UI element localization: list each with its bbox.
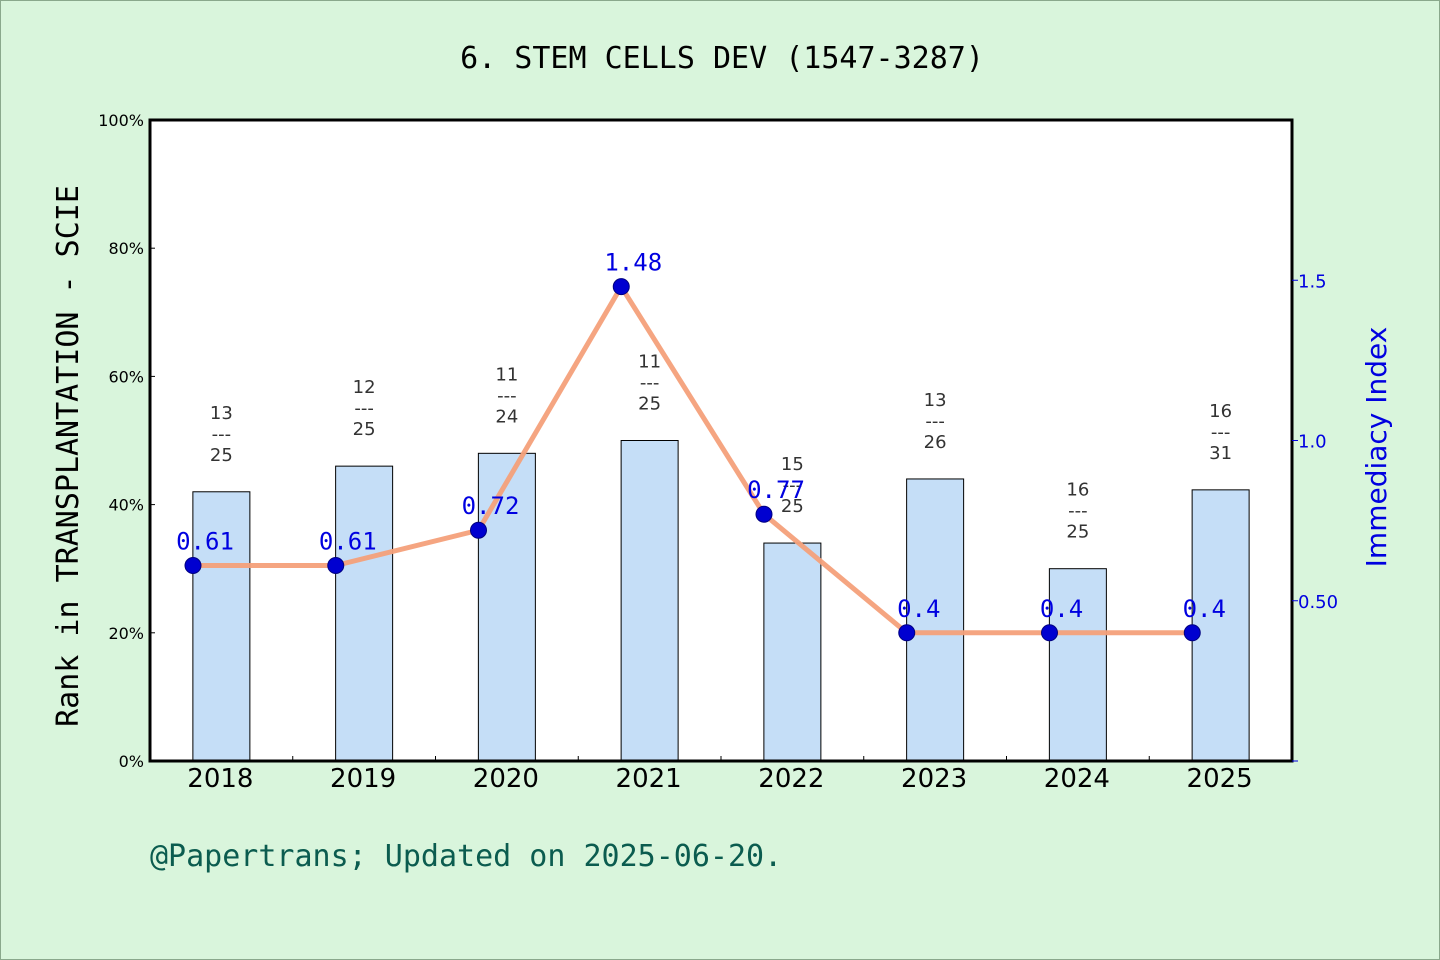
bar-2024 <box>1048 568 1107 762</box>
bar-2021 <box>620 440 679 762</box>
x-tick-label: 2022 <box>758 764 824 794</box>
bar-2020 <box>477 452 536 762</box>
immediacy-point-2018 <box>184 556 202 574</box>
bar-2023 <box>906 478 965 762</box>
x-axis-ticks: 2018 2019 2020 2021 2022 2023 2024 2025 <box>187 756 1253 794</box>
immediacy-value-label: 0.77 <box>747 476 805 504</box>
x-tick-label: 2024 <box>1044 764 1110 794</box>
immediacy-point-2020 <box>470 521 487 539</box>
rank-separator: --- <box>1068 501 1088 522</box>
value-labels-layer: 0.61 0.61 0.72 1.48 0.77 0.4 0.4 0.4 <box>176 249 1226 623</box>
immediacy-value-label: 0.61 <box>319 527 377 555</box>
immediacy-point-2019 <box>327 556 345 574</box>
rank-numerator: 11 <box>495 364 518 385</box>
rank-numerator: 13 <box>210 403 233 424</box>
rank-denominator: 24 <box>495 406 518 427</box>
left-tick-label: 0% <box>119 752 144 771</box>
left-tick-label: 80% <box>108 239 144 258</box>
rank-denominator: 25 <box>353 419 376 440</box>
x-tick-label: 2023 <box>901 764 967 794</box>
rank-denominator: 26 <box>924 432 947 453</box>
immediacy-line <box>190 284 1195 636</box>
footer-credit: @Papertrans; Updated on 2025-06-20. <box>150 839 782 874</box>
rank-separator: --- <box>497 385 517 406</box>
rank-separator: --- <box>925 411 945 432</box>
x-tick-label: 2019 <box>330 764 396 794</box>
left-tick-label: 20% <box>108 624 144 643</box>
immediacy-value-label: 0.4 <box>897 595 940 623</box>
right-tick-label: 1.5 <box>1298 271 1327 292</box>
rank-denominator: 25 <box>1066 522 1089 543</box>
left-axis-ticks: 0% 20% 40% 60% 80% 100% <box>98 111 155 771</box>
rank-numerator: 15 <box>781 454 804 475</box>
left-tick-label: 60% <box>108 367 144 386</box>
rank-separator: --- <box>354 398 374 419</box>
right-axis-label: Immediacy Index <box>1360 327 1393 568</box>
immediacy-value-label: 1.48 <box>604 249 662 277</box>
right-axis-ticks: 0.50 1.0 1.5 <box>1292 271 1338 762</box>
rank-labels-layer: 13---2512---2511---2411---2515---2513---… <box>210 352 1232 543</box>
left-tick-label: 100% <box>98 111 144 130</box>
right-tick-label: 0.50 <box>1298 592 1338 613</box>
x-tick-label: 2020 <box>473 764 539 794</box>
bar-2019 <box>335 465 394 762</box>
rank-numerator: 16 <box>1209 401 1232 422</box>
rank-separator: --- <box>212 424 232 445</box>
left-tick-label: 40% <box>108 496 144 515</box>
line-layer <box>184 278 1201 642</box>
bar-2025 <box>1191 489 1250 762</box>
right-tick-label: 1.0 <box>1298 432 1327 453</box>
chart-title: 6. STEM CELLS DEV (1547-3287) <box>460 41 984 76</box>
bar-2018 <box>192 491 251 762</box>
plot-area <box>150 120 1292 761</box>
immediacy-value-label: 0.61 <box>176 527 234 555</box>
immediacy-value-label: 0.72 <box>462 492 520 520</box>
rank-denominator: 25 <box>781 496 804 517</box>
immediacy-point-2025 <box>1183 624 1201 642</box>
immediacy-point-2021 <box>612 278 630 296</box>
immediacy-point-2023 <box>898 624 916 642</box>
rank-numerator: 13 <box>924 390 947 411</box>
x-tick-label: 2025 <box>1187 764 1253 794</box>
rank-numerator: 11 <box>638 352 661 373</box>
immediacy-value-label: 0.4 <box>1040 595 1083 623</box>
plot-background <box>150 120 1292 761</box>
rank-separator: --- <box>1211 422 1231 443</box>
rank-separator: --- <box>640 373 660 394</box>
rank-numerator: 16 <box>1066 480 1089 501</box>
rank-denominator: 25 <box>638 394 661 415</box>
x-tick-label: 2021 <box>616 764 682 794</box>
bar-2022 <box>763 542 822 762</box>
rank-denominator: 25 <box>210 445 233 466</box>
rank-denominator: 31 <box>1209 443 1232 464</box>
left-axis-label: Rank in TRANSPLANTATION - SCIE <box>51 185 86 727</box>
immediacy-value-label: 0.4 <box>1183 595 1226 623</box>
immediacy-point-2022 <box>755 505 773 523</box>
rank-separator: --- <box>783 475 803 496</box>
x-tick-label: 2018 <box>187 764 253 794</box>
rank-numerator: 12 <box>353 377 376 398</box>
immediacy-point-2024 <box>1041 624 1058 642</box>
